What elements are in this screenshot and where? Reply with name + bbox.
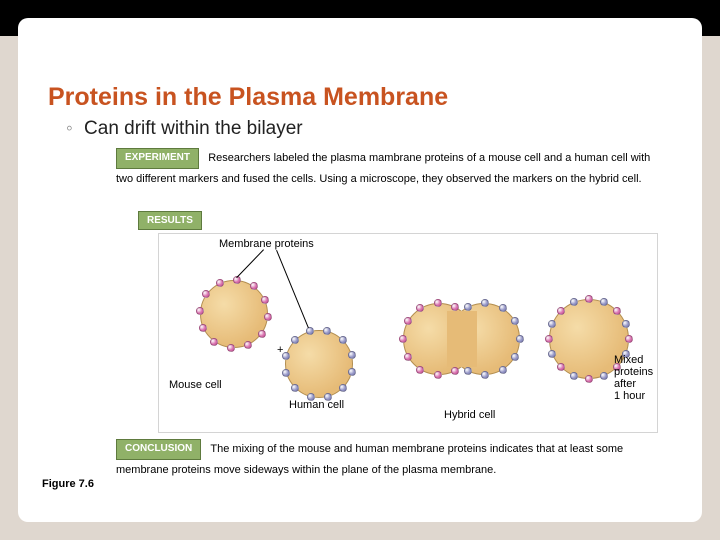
slide-title: Proteins in the Plasma Membrane bbox=[48, 84, 448, 110]
mouse-cell bbox=[200, 280, 268, 348]
mixed-protein-dot bbox=[545, 335, 553, 343]
leader-line bbox=[236, 249, 264, 278]
mixed-protein-dot bbox=[625, 335, 633, 343]
hybrid-human-dot bbox=[481, 371, 489, 379]
results-badge: RESULTS bbox=[138, 211, 202, 230]
mouse-protein-dot bbox=[261, 296, 269, 304]
bullet-marker: ◦ bbox=[66, 118, 73, 139]
hybrid-human-dot bbox=[516, 335, 524, 343]
label-mouse-cell: Mouse cell bbox=[169, 379, 222, 391]
hybrid-overlap-mask bbox=[447, 311, 477, 367]
mixed-protein-dot bbox=[585, 295, 593, 303]
hybrid-mouse-dot bbox=[451, 367, 459, 375]
conclusion-badge: CONCLUSION bbox=[116, 439, 201, 460]
hybrid-mouse-dot bbox=[434, 371, 442, 379]
results-diagram: Membrane proteins + Mouse cell Human cell Hy… bbox=[158, 233, 658, 433]
experiment-badge: EXPERIMENT bbox=[116, 148, 199, 169]
mixed-protein-dot bbox=[585, 375, 593, 383]
mouse-protein-dot bbox=[216, 279, 224, 287]
human-protein-dot bbox=[291, 336, 299, 344]
human-protein-dot bbox=[348, 351, 356, 359]
hybrid-human-dot bbox=[464, 367, 472, 375]
hybrid-mouse-dot bbox=[399, 335, 407, 343]
human-protein-dot bbox=[339, 384, 347, 392]
mixed-protein-dot bbox=[570, 372, 578, 380]
figure-label: Figure 7.6 bbox=[42, 478, 94, 490]
hybrid-mouse-dot bbox=[404, 317, 412, 325]
label-human-cell: Human cell bbox=[289, 399, 344, 411]
mixed-protein-dot bbox=[570, 298, 578, 306]
conclusion-block: CONCLUSION The mixing of the mouse and h… bbox=[116, 439, 656, 478]
results-block: RESULTS bbox=[138, 211, 202, 230]
label-hybrid-cell: Hybrid cell bbox=[444, 409, 495, 421]
mouse-protein-dot bbox=[199, 324, 207, 332]
hybrid-human-dot bbox=[511, 353, 519, 361]
plus-symbol: + bbox=[277, 344, 283, 356]
hybrid-mouse-dot bbox=[416, 366, 424, 374]
mixed-protein-dot bbox=[613, 307, 621, 315]
mouse-protein-dot bbox=[196, 307, 204, 315]
mouse-protein-dot bbox=[210, 338, 218, 346]
mixed-protein-dot bbox=[557, 307, 565, 315]
leader-line bbox=[276, 250, 309, 328]
mixed-protein-dot bbox=[548, 320, 556, 328]
mixed-protein-dot bbox=[600, 372, 608, 380]
human-protein-dot bbox=[339, 336, 347, 344]
hybrid-human-dot bbox=[511, 317, 519, 325]
hybrid-human-dot bbox=[499, 366, 507, 374]
mouse-protein-dot bbox=[258, 330, 266, 338]
human-protein-dot bbox=[348, 368, 356, 376]
mixed-protein-dot bbox=[622, 320, 630, 328]
label-mixed: Mixed proteins after 1 hour bbox=[614, 354, 664, 402]
subpoint: ◦ Can drift within the bilayer bbox=[66, 118, 303, 140]
mouse-protein-dot bbox=[264, 313, 272, 321]
hybrid-mouse-dot bbox=[404, 353, 412, 361]
mouse-protein-dot bbox=[227, 344, 235, 352]
mouse-protein-dot bbox=[244, 341, 252, 349]
slide-card: Proteins in the Plasma Membrane ◦ Can dr… bbox=[18, 18, 702, 522]
hybrid-human-dot bbox=[464, 303, 472, 311]
subpoint-text: Can drift within the bilayer bbox=[84, 118, 303, 139]
experiment-block: EXPERIMENT Researchers labeled the plasm… bbox=[116, 148, 656, 187]
label-membrane-proteins: Membrane proteins bbox=[219, 238, 314, 250]
mixed-protein-dot bbox=[557, 363, 565, 371]
hybrid-mouse-dot bbox=[434, 299, 442, 307]
